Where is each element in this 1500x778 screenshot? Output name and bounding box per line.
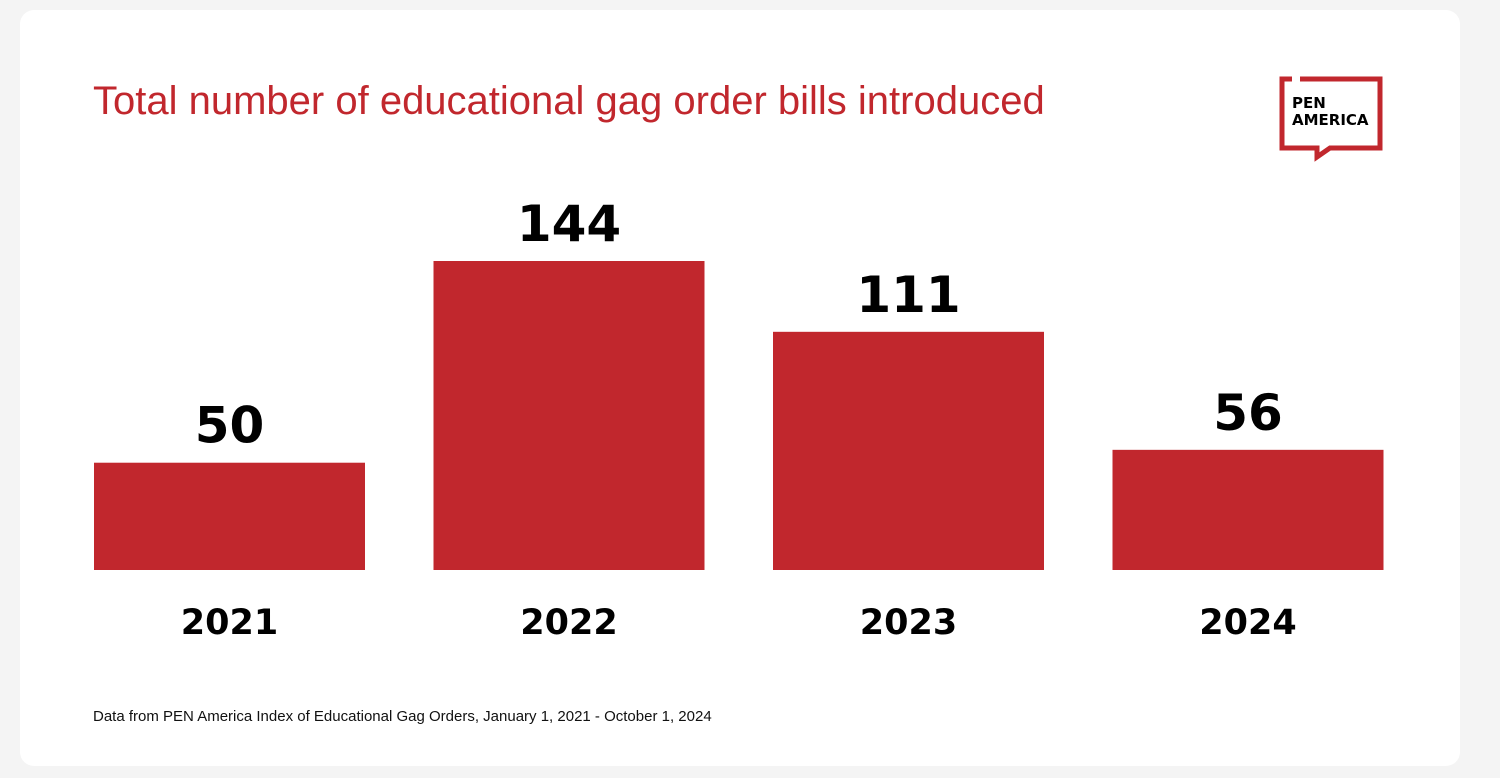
- x-tick-label: 2024: [1199, 603, 1296, 643]
- value-label: 56: [1213, 384, 1283, 442]
- x-tick-label: 2022: [520, 603, 617, 643]
- card: [20, 10, 1460, 766]
- x-tick-label: 2021: [181, 603, 278, 643]
- value-label: 50: [195, 397, 265, 455]
- value-label: 144: [517, 195, 621, 253]
- logo: PEN AMERICA: [1279, 76, 1383, 162]
- logo-text: AMERICA: [1292, 111, 1369, 129]
- source-note: Data from PEN America Index of Education…: [93, 708, 712, 725]
- bar: [433, 261, 705, 570]
- chart-title: Total number of educational gag order bi…: [93, 79, 1045, 123]
- bar: [94, 462, 365, 570]
- bar: [1112, 449, 1384, 570]
- logo-text: PEN: [1292, 94, 1326, 112]
- bar: [773, 331, 1044, 570]
- value-label: 111: [856, 266, 960, 324]
- x-tick-label: 2023: [860, 603, 957, 643]
- logo-frame: [1279, 76, 1383, 162]
